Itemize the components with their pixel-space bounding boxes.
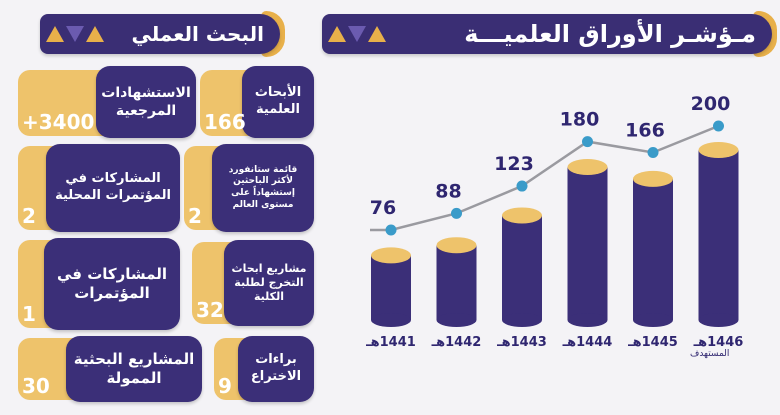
bar-cap (436, 237, 477, 254)
research-header: البحث العملي (40, 11, 285, 57)
x-tick-label: 1445هـ (627, 335, 678, 350)
data-label: 88 (435, 180, 461, 202)
trend-point (582, 136, 593, 148)
card-stanford-list: قائمة ستانفورد لأكثر الباحثين إستشهاداً … (184, 144, 314, 232)
x-tick-label: 1443هـ (496, 335, 547, 350)
bar-base (371, 313, 411, 327)
trend-point (647, 147, 659, 159)
header-pattern-icon (322, 14, 386, 54)
bar-base (502, 313, 542, 327)
x-tick-label: 1446هـ (693, 335, 744, 350)
bar-base (698, 313, 739, 327)
research-title: البحث العملي (131, 22, 264, 46)
card-research-papers: الأبحاث العلمية 166 (200, 66, 314, 138)
card-conferences: المشاركات في المؤتمرات 1 (18, 238, 180, 330)
trend-point (385, 224, 397, 236)
bar (371, 255, 411, 320)
bar (698, 150, 739, 320)
bar (502, 215, 542, 320)
data-label: 76 (370, 197, 396, 219)
bar-cap (371, 247, 411, 264)
header-accent (261, 11, 285, 57)
x-tick-label: 1444هـ (562, 335, 613, 350)
index-title: مـؤشـر الأوراق العلميـــة (464, 20, 756, 48)
card-graduation-projects: مشاريع ابحاث التخرج لطلبة الكلية 32 (192, 240, 314, 326)
header-pattern-icon (40, 14, 104, 54)
header-accent (753, 11, 777, 57)
data-label: 200 (691, 93, 731, 115)
card-patents: براءات الاختراع 9 (214, 336, 314, 402)
x-tick-label: 1442هـ (431, 335, 482, 350)
index-header: مـؤشـر الأوراق العلميـــة (322, 11, 777, 57)
card-funded-projects: المشاريع البحثية الممولة 30 (18, 336, 202, 402)
data-label: 180 (560, 109, 600, 131)
bar (633, 178, 673, 320)
bar-cap (633, 170, 673, 187)
trend-point (451, 207, 462, 219)
x-tick-label: 1441هـ (365, 335, 416, 350)
bar-cap (698, 142, 739, 158)
bar-base (633, 313, 673, 327)
data-label: 166 (625, 120, 665, 142)
bar-base (436, 313, 477, 327)
bar-base (567, 313, 608, 327)
trend-point (516, 180, 528, 192)
card-citations: الاستشهادات المرجعية +3400 (18, 66, 196, 138)
papers-chart: 76 88 123 180 166 200 1441هـ 1442هـ 1443هـ 1444هـ… (365, 93, 744, 350)
card-local-conferences: المشاركات في المؤتمرات المحلية 2 (18, 144, 180, 232)
target-note: المستهدف (690, 349, 730, 359)
data-label: 123 (494, 153, 534, 175)
bar-cap (567, 159, 608, 175)
bar (567, 167, 608, 320)
trend-point (713, 120, 724, 132)
bar (436, 245, 477, 320)
bar-cap (502, 207, 542, 224)
